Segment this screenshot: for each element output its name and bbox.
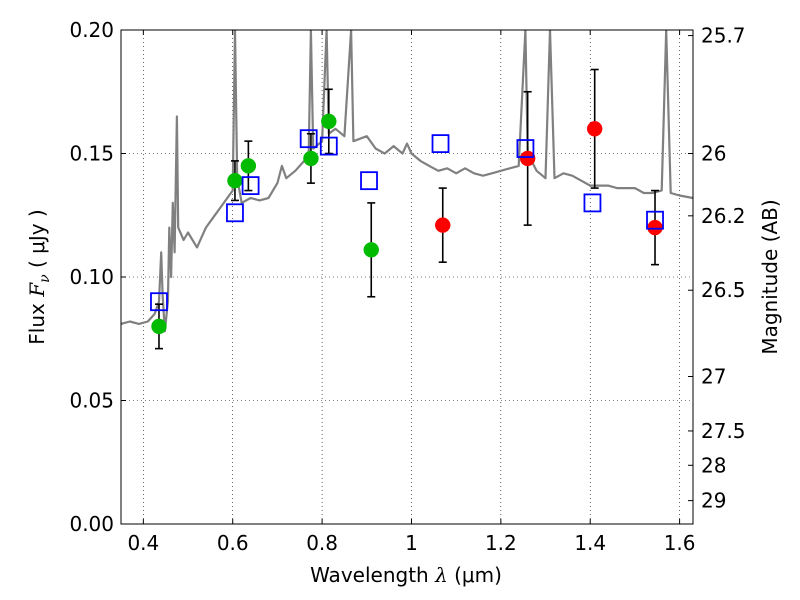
right-axis-title: Magnitude (AB) [758,199,782,354]
x-tick-label: 1.6 [664,531,696,555]
infrared-data-point [647,219,663,236]
right-tick-label: 27 [701,365,726,389]
errorbar-layer [154,68,660,350]
infrared-data-point [435,217,451,233]
y-tick-label: 0.15 [69,142,114,166]
optical-data-point [227,172,243,189]
right-tick-label: 26.2 [701,204,746,228]
y-tick-label: 0.05 [69,389,114,413]
y-tick-label: 0.20 [69,18,114,42]
right-tick-label: 29 [701,489,726,513]
x-tick-label: 1.4 [574,531,606,555]
x-tick-label: 0.6 [217,531,249,555]
optical-data-point [240,158,257,174]
model-photometry-square [299,129,318,149]
infrared-data-point [586,121,603,137]
grid [121,29,693,525]
tick-labels: 0.4 0.6 0.8 1 1.2 1.4 1.6 0.00 0.05 0.10 0.15 0.20 2… [69,18,745,555]
model-photometry-square [319,136,338,156]
model-spectrum-layer [121,30,693,333]
model-photometry-square [226,203,244,223]
x-axis-title: Wavelength λ (μm) [310,563,502,587]
right-tick-label: 26.5 [701,278,746,302]
x-tick-label: 1.2 [485,531,517,555]
x-tick-label: 1 [405,531,418,555]
right-tick-label: 28 [701,453,726,477]
plot-frame [120,29,694,525]
marker-layer [150,113,664,335]
y-tick-label: 0.10 [69,265,114,289]
tick-marks [121,29,693,525]
optical-data-point [303,150,319,167]
model-photometry-square [646,210,664,230]
x-tick-label: 0.8 [306,531,338,555]
right-tick-label: 26 [701,142,726,166]
y-axis-title: Flux Fν ( μJy ) [25,209,53,344]
right-tick-label: 27.5 [701,419,746,443]
model-spectrum-line [121,30,693,333]
model-photometry-square [360,171,378,191]
optical-data-point [321,113,337,130]
model-photometry-square [516,139,535,158]
x-tick-label: 0.4 [127,531,159,555]
y-tick-label: 0.00 [69,512,114,536]
model-photometry-square [150,292,168,312]
model-photometry-square [583,193,602,213]
optical-data-point [363,242,379,258]
model-photometry-square [241,176,260,196]
right-tick-label: 25.7 [701,24,746,48]
model-photometry-square [431,134,450,154]
infrared-data-point [519,150,536,167]
optical-data-point [151,318,167,335]
